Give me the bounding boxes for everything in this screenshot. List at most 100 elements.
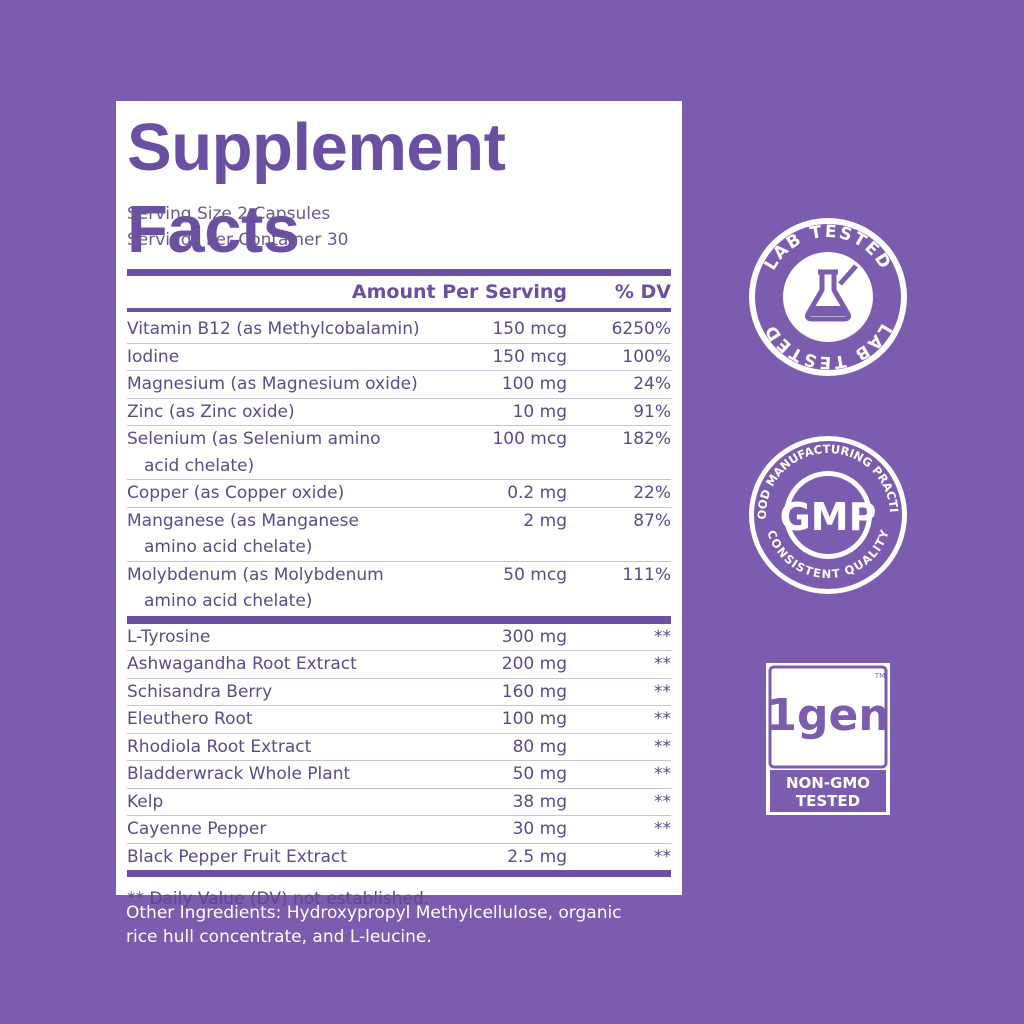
logo-text: 1gen [766, 690, 889, 741]
daily-value: ** [654, 626, 671, 647]
daily-value: ** [654, 736, 671, 757]
daily-value: 24% [633, 374, 671, 394]
nutrient-name-line: Iodine [127, 346, 180, 367]
daily-value: ** [654, 654, 671, 674]
amount: 2 mg [523, 510, 567, 531]
nutrient-name-line: Magnesium (as Magnesium oxide) [127, 374, 418, 394]
dv-header: % DV [614, 281, 671, 303]
nutrient-name-line: acid chelate) [144, 455, 255, 476]
amount-header: Amount Per Serving [351, 281, 567, 303]
nutrient-row: Cayenne Pepper 30 mg ** [127, 816, 671, 844]
nutrient-name: Zinc (as Zinc oxide) [127, 399, 447, 426]
nutrient-row: Eleuthero Root 100 mg ** [127, 706, 671, 734]
nutrient-name: Iodine [127, 344, 447, 371]
daily-value: 91% [633, 401, 671, 422]
nutrient-name: Schisandra Berry [127, 679, 447, 706]
nutrient-row: Schisandra Berry 160 mg ** [127, 679, 671, 706]
nutrient-name: Ashwagandha Root Extract [127, 651, 447, 678]
nutrient-row: Vitamin B12 (as Methylcobalamin) 150 mcg 6… [127, 316, 671, 344]
title: Supplement Facts [127, 110, 506, 267]
amount: 160 mg [501, 681, 567, 702]
serving-size: Serving Size 2 Capsules [127, 204, 331, 224]
amount: 100 mg [501, 374, 567, 394]
nutrient-name: Eleuthero Root [127, 706, 447, 733]
other-ingredients-line: Other Ingredients: Hydroxypropyl Methylc… [126, 903, 622, 923]
nutrient-name: Cayenne Pepper [127, 816, 447, 843]
nutrient-name-line: Selenium (as Selenium amino [127, 429, 381, 449]
nutrient-row: Kelp 38 mg ** [127, 789, 671, 816]
other-ingredients: Other Ingredients: Hydroxypropyl Methylc… [126, 901, 622, 949]
nutrient-name: Manganese (as Manganese amino acid chelat… [127, 508, 447, 561]
daily-value: ** [654, 709, 671, 729]
badge-center [789, 476, 867, 554]
daily-value: 182% [622, 429, 671, 449]
amount: 100 mcg [492, 429, 567, 449]
nutrient-name-line: Kelp [127, 791, 164, 812]
daily-value: 87% [633, 510, 671, 531]
nutrient-name-line: Black Pepper Fruit Extract [127, 846, 347, 867]
nutrient-name-line: Manganese (as Manganese [127, 510, 359, 531]
daily-value: 100% [622, 346, 671, 367]
daily-value: 22% [633, 483, 671, 503]
flask-icon [805, 269, 851, 322]
nutrient-name-line: Ashwagandha Root Extract [127, 654, 357, 674]
flask-liquid [808, 306, 848, 316]
label-box [770, 770, 886, 812]
label-text: TESTED [796, 792, 860, 810]
amount: 300 mg [501, 626, 567, 647]
amount: 50 mg [512, 764, 567, 784]
nutrient-name-line: Rhodiola Root Extract [127, 736, 312, 757]
amount: 38 mg [512, 791, 567, 812]
thick-bar [127, 269, 671, 276]
daily-value: 111% [622, 564, 671, 585]
amount: 10 mg [512, 401, 567, 422]
nutrient-name: Black Pepper Fruit Extract [127, 844, 447, 871]
nutrient-name-line: Vitamin B12 (as Methylcobalamin) [127, 319, 420, 339]
daily-value: 6250% [611, 319, 671, 339]
nutrient-row: Selenium (as Selenium amino acid chelate)… [127, 426, 671, 480]
trademark: TM [874, 672, 885, 680]
amount: 150 mcg [492, 319, 567, 339]
daily-value: ** [654, 819, 671, 839]
amount: 30 mg [512, 819, 567, 839]
nutrient-row: Zinc (as Zinc oxide) 10 mg 91% [127, 399, 671, 426]
facts-content: Supplement Facts Serving Size 2 Capsules… [127, 101, 671, 909]
nutrient-row: Black Pepper Fruit Extract 2.5 mg ** [127, 844, 671, 871]
lab-tested-badge: LAB TESTED LAB TESTED [749, 218, 907, 376]
nutrient-name: Rhodiola Root Extract [127, 734, 447, 761]
amount: 0.2 mg [507, 483, 567, 503]
nutrient-name-line: amino acid chelate) [144, 591, 313, 611]
nutrient-name-line: Eleuthero Root [127, 709, 253, 729]
nutrient-name: Copper (as Copper oxide) [127, 480, 447, 507]
footnote: ** Daily Value (DV) not established. [127, 889, 430, 909]
nutrient-name-line: Cayenne Pepper [127, 819, 267, 839]
nutrient-row: Rhodiola Root Extract 80 mg ** [127, 734, 671, 761]
nutrient-name-line: Copper (as Copper oxide) [127, 483, 345, 503]
header-bar [127, 308, 671, 312]
label-text: NON-GMO [786, 774, 870, 792]
nutrient-row: L-Tyrosine 300 mg ** [127, 624, 671, 651]
nutrient-name: Bladderwrack Whole Plant [127, 761, 447, 788]
nutrient-row: Magnesium (as Magnesium oxide) 100 mg 24% [127, 371, 671, 399]
nutrient-name: Selenium (as Selenium amino acid chelate) [127, 426, 447, 479]
nutrient-row: Bladderwrack Whole Plant 50 mg ** [127, 761, 671, 789]
other-ingredients-line: rice hull concentrate, and L-leucine. [126, 927, 432, 947]
nutrient-name-line: L-Tyrosine [127, 626, 211, 647]
nutrient-row: Manganese (as Manganese amino acid chelat… [127, 508, 671, 562]
nutrient-name-line: amino acid chelate) [144, 537, 313, 557]
non-gmo-badge: 1gen TM NON-GMO TESTED [766, 663, 890, 815]
nutrient-name: Vitamin B12 (as Methylcobalamin) [127, 316, 447, 343]
nutrient-row: Molybdenum (as Molybdenum amino acid chel… [127, 562, 671, 615]
thick-bar [127, 870, 671, 877]
nutrient-row: Copper (as Copper oxide) 0.2 mg 22% [127, 480, 671, 508]
facts-panel: Supplement Facts Serving Size 2 Capsules… [116, 101, 682, 909]
amount: 50 mcg [503, 564, 567, 585]
nutrient-name: L-Tyrosine [127, 624, 447, 651]
table-body: Vitamin B12 (as Methylcobalamin) 150 mcg 6… [127, 316, 671, 870]
nutrient-name: Magnesium (as Magnesium oxide) [127, 371, 447, 398]
amount: 80 mg [512, 736, 567, 757]
nutrient-name-line: Zinc (as Zinc oxide) [127, 401, 295, 422]
section-bar [127, 615, 671, 624]
